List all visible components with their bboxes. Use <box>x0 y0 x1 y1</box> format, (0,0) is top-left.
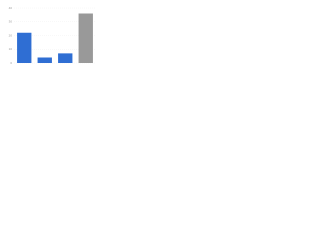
y-tick-label: 30 <box>9 20 13 24</box>
bar <box>78 13 93 63</box>
y-tick-label: 20 <box>9 33 13 37</box>
bar <box>17 32 32 63</box>
bar <box>37 57 52 63</box>
bar <box>58 53 73 63</box>
y-tick-label: 0 <box>10 61 12 65</box>
chart: 0 10 20 30 40 <box>0 0 100 71</box>
y-tick-label: 10 <box>9 47 13 51</box>
y-tick-label: 40 <box>9 6 13 10</box>
